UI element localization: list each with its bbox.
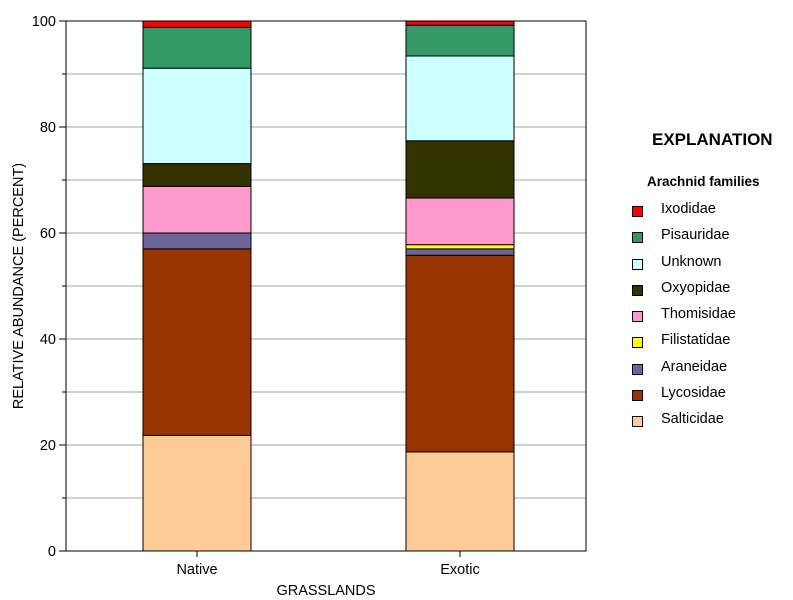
bar-segment-ixodidae-exotic xyxy=(405,20,515,26)
y-tick-label: 100 xyxy=(32,14,56,30)
x-category-label-exotic: Exotic xyxy=(440,562,480,578)
legend-swatch xyxy=(632,206,643,217)
y-tick-label: 20 xyxy=(40,438,56,454)
bar-segment-unknown-exotic xyxy=(405,55,515,142)
legend-label: Filistatidae xyxy=(661,332,731,349)
bar-segment-araneidae-exotic xyxy=(405,248,515,256)
bar-segment-filistatidae-exotic xyxy=(405,244,515,250)
legend-label: Salticidae xyxy=(661,411,724,428)
bar-segment-lycosidae-exotic xyxy=(405,254,515,453)
legend-swatch xyxy=(632,311,643,323)
legend-swatch xyxy=(632,337,643,349)
x-axis-category-labels: Native Exotic xyxy=(176,551,480,578)
bar-segment-araneidae-native xyxy=(142,232,252,250)
bar-segment-salticidae-native xyxy=(142,434,252,552)
legend-label: Oxyopidae xyxy=(661,279,731,296)
bar-segment-oxyopidae-native xyxy=(142,163,252,187)
y-tick-label: 80 xyxy=(40,120,56,136)
legend-label: Thomisidae xyxy=(661,306,736,323)
legend-subtitle: Arachnid families xyxy=(647,174,760,189)
legend-label: Araneidae xyxy=(661,358,728,375)
bar-segment-thomisidae-exotic xyxy=(405,197,515,246)
legend-label: Ixodidae xyxy=(661,201,716,217)
y-axis-title: RELATIVE ABUNDANCE (PERCENT) xyxy=(11,163,27,409)
bar-segment-lycosidae-native xyxy=(142,248,252,436)
y-tick-label: 60 xyxy=(40,226,56,242)
legend-swatch xyxy=(632,284,643,296)
bar-segment-unknown-native xyxy=(142,67,252,165)
bar-segment-thomisidae-native xyxy=(142,185,252,234)
legend-swatch xyxy=(632,232,643,244)
bar-segment-ixodidae-native xyxy=(142,20,252,28)
legend-swatch xyxy=(632,390,643,402)
x-axis-title: GRASSLANDS xyxy=(276,583,375,599)
y-axis-ticks: 0 20 40 60 80 100 xyxy=(32,14,66,560)
bar-segment-pisauridae-native xyxy=(142,26,252,69)
bars xyxy=(142,20,515,552)
legend-swatch xyxy=(632,363,643,375)
legend-title: EXPLANATION xyxy=(652,130,773,149)
legend-label: Lycosidae xyxy=(661,385,726,402)
y-tick-label: 40 xyxy=(40,332,56,348)
legend-swatch xyxy=(632,416,643,428)
legend-label: Unknown xyxy=(661,253,722,270)
legend-swatch xyxy=(632,258,643,270)
bar-segment-salticidae-exotic xyxy=(405,451,515,552)
bar-segment-pisauridae-exotic xyxy=(405,24,515,57)
x-category-label-native: Native xyxy=(176,562,217,578)
bar-segment-oxyopidae-exotic xyxy=(405,140,515,199)
legend-label: Pisauridae xyxy=(661,227,730,244)
y-tick-label: 0 xyxy=(48,544,56,560)
